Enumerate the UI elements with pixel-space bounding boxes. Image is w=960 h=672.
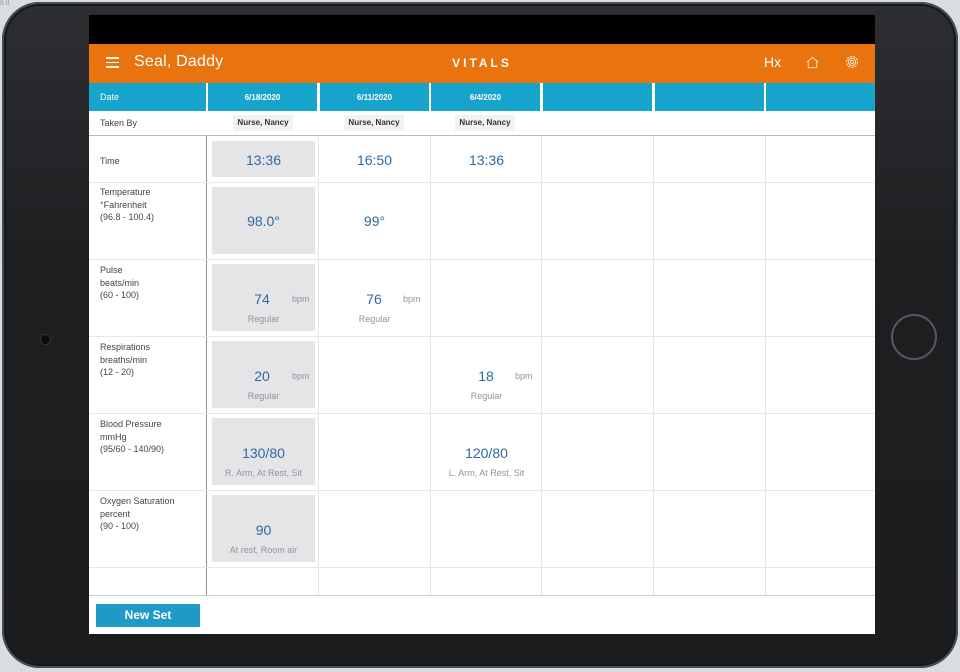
oxygen-note-1: At rest, Room air xyxy=(229,545,298,555)
column-divider xyxy=(318,136,319,595)
blood-pressure-note-3: L. Arm, At Rest, Sit xyxy=(448,468,525,478)
gear-icon[interactable] xyxy=(844,54,860,70)
date-column-empty-4[interactable] xyxy=(543,83,652,111)
time-value-2[interactable]: 16:50 xyxy=(356,152,393,168)
footer-bar: New Set xyxy=(89,595,875,634)
temperature-value-1: 98.0° xyxy=(247,213,280,229)
patient-name[interactable]: Seal, Daddy xyxy=(134,53,224,70)
date-label: Date xyxy=(89,83,206,111)
date-column-empty-5[interactable] xyxy=(655,83,764,111)
vitals-grid: Date 6/18/2020 6/11/2020 6/4/2020 Taken … xyxy=(89,83,875,595)
respirations-cell-1[interactable] xyxy=(212,341,315,408)
history-button[interactable]: Hx xyxy=(764,54,782,70)
row-divider xyxy=(89,182,875,183)
row-divider xyxy=(89,567,875,568)
time-value-1: 13:36 xyxy=(245,152,282,168)
blood-pressure-cell-1[interactable] xyxy=(212,418,315,485)
vitals-body: Time 13:36 16:50 13:36 Temperature °Fahr… xyxy=(89,136,875,595)
camera-icon xyxy=(41,335,50,344)
row-divider xyxy=(89,490,875,491)
blood-pressure-value-3[interactable]: 120/80 xyxy=(465,445,508,461)
app-header: Seal, Daddy VITALS Hx xyxy=(89,44,875,83)
hardware-home-button[interactable] xyxy=(891,314,937,360)
new-set-button[interactable]: New Set xyxy=(96,604,200,627)
date-column-empty-6[interactable] xyxy=(766,83,875,111)
taken-by-3: Nurse, Nancy xyxy=(455,115,515,131)
respirations-unit-1: bpm xyxy=(292,371,310,381)
column-divider xyxy=(653,136,654,595)
row-divider xyxy=(89,259,875,260)
date-column-2[interactable]: 6/11/2020 xyxy=(320,83,429,111)
oxygen-cell-1[interactable] xyxy=(212,495,315,562)
pulse-value-1: 74 xyxy=(254,291,270,307)
respirations-value-3[interactable]: 18 xyxy=(478,368,494,384)
temperature-cell-1[interactable] xyxy=(212,187,315,254)
blood-pressure-label: Blood Pressure mmHg (95/60 - 140/90) xyxy=(100,419,165,454)
row-divider xyxy=(89,336,875,337)
label-column-divider xyxy=(206,136,207,595)
respirations-note-3: Regular xyxy=(470,391,503,401)
blood-pressure-note-1: R. Arm, At Rest, Sit xyxy=(224,468,303,478)
taken-by-1: Nurse, Nancy xyxy=(233,115,293,131)
pulse-unit-2: bpm xyxy=(403,294,421,304)
pulse-note-1: Regular xyxy=(247,314,280,324)
time-cell-1[interactable] xyxy=(212,141,315,177)
oxygen-value-1: 90 xyxy=(255,522,272,538)
respirations-value-1: 20 xyxy=(254,368,270,384)
page-title: VITALS xyxy=(452,56,512,70)
pulse-cell-1[interactable] xyxy=(212,264,315,331)
temperature-label: Temperature °Fahrenheit (96.8 - 100.4) xyxy=(100,187,155,222)
time-value-3[interactable]: 13:36 xyxy=(468,152,505,168)
respirations-label: Respirations breaths/min (12 - 20) xyxy=(100,342,151,377)
column-divider xyxy=(430,136,431,595)
date-column-1[interactable]: 6/18/2020 xyxy=(208,83,317,111)
time-label: Time xyxy=(100,156,120,166)
taken-by-2: Nurse, Nancy xyxy=(344,115,404,131)
taken-by-row: Taken By Nurse, Nancy Nurse, Nancy Nurse… xyxy=(89,111,875,136)
home-icon[interactable] xyxy=(805,55,820,70)
app-screen: Seal, Daddy VITALS Hx Date 6/18/2020 6/1… xyxy=(89,15,875,634)
pulse-label: Pulse beats/min (60 - 100) xyxy=(100,265,140,300)
blood-pressure-value-1: 130/80 xyxy=(242,445,285,461)
hamburger-icon[interactable] xyxy=(106,57,119,68)
browser-corner-text: 0.il xyxy=(0,0,10,7)
row-divider xyxy=(89,413,875,414)
pulse-unit-1: bpm xyxy=(292,294,310,304)
taken-by-label: Taken By xyxy=(100,118,138,128)
pulse-value-2[interactable]: 76 xyxy=(366,291,382,307)
date-header-row: Date 6/18/2020 6/11/2020 6/4/2020 xyxy=(89,83,875,111)
temperature-value-2[interactable]: 99° xyxy=(363,213,386,229)
column-divider xyxy=(541,136,542,595)
oxygen-label: Oxygen Saturation percent (90 - 100) xyxy=(100,496,175,531)
respirations-note-1: Regular xyxy=(247,391,280,401)
column-divider xyxy=(765,136,766,595)
date-column-3[interactable]: 6/4/2020 xyxy=(431,83,540,111)
respirations-unit-3: bpm xyxy=(515,371,533,381)
status-bar xyxy=(89,15,875,44)
pulse-note-2: Regular xyxy=(358,314,391,324)
